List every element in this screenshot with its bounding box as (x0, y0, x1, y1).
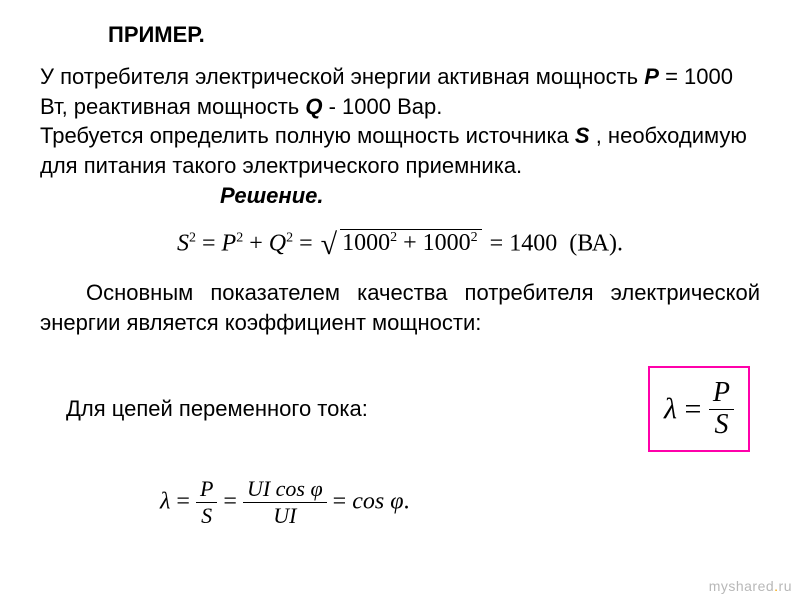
fraction-1: P S (196, 476, 217, 528)
result-value: 1400 (509, 231, 557, 257)
watermark-suf: ru (779, 578, 792, 594)
solution-heading: Решение. (220, 181, 324, 211)
result-unit: (ВА) (569, 231, 617, 257)
row-lambda: Для цепей переменного тока: λ = P S (40, 366, 760, 453)
op-eq: = (684, 392, 708, 425)
equation-apparent-power: S2 = P2 + Q2 = √ 10002 + 10002 = 1400 (В… (40, 228, 760, 262)
text: Основным показателем качества потребител… (40, 280, 760, 335)
text: Требуется определить полную мощность ист… (40, 123, 575, 148)
slide-page: ПРИМЕР. У потребителя электрической энер… (0, 0, 800, 600)
sym-lambda: λ (160, 489, 170, 515)
op-eq: = (176, 489, 196, 515)
text: - 1000 Вар. (322, 94, 442, 119)
num: 1000 (342, 230, 390, 256)
op-eq: = (223, 489, 243, 515)
denominator: UI (243, 502, 327, 528)
sym-Q: Q (269, 231, 286, 257)
sup: 2 (471, 230, 478, 245)
op-plus: + (403, 230, 423, 256)
op-eq: = (490, 231, 510, 257)
sup: 2 (189, 231, 196, 246)
radicand: 10002 + 10002 (340, 229, 482, 257)
denominator: S (709, 409, 734, 441)
example-heading: ПРИМЕР. (108, 22, 760, 48)
ac-circuits-paragraph: Для цепей переменного тока: (40, 396, 648, 422)
op-eq: = (333, 489, 353, 515)
sqrt: √ 10002 + 10002 (321, 228, 482, 262)
cos-phi: cos φ (352, 489, 403, 515)
sup: 2 (286, 231, 293, 246)
sym-P: P (222, 231, 237, 257)
sym-S: S (177, 231, 189, 257)
op-eq: = (202, 231, 222, 257)
op-plus: + (249, 231, 269, 257)
boxed-formula-lambda: λ = P S (648, 366, 750, 453)
text: У потребителя электрической энергии акти… (40, 64, 644, 89)
watermark: myshared.ru (709, 578, 792, 594)
power-factor-paragraph: Основным показателем качества потребител… (40, 278, 760, 337)
sup: 2 (390, 230, 397, 245)
dot: . (404, 489, 410, 515)
fraction: P S (709, 378, 734, 441)
numerator: UI cos φ (243, 476, 327, 501)
symbol-S: S (575, 123, 590, 148)
num: 1000 (423, 230, 471, 256)
symbol-Q: Q (305, 94, 322, 119)
op-eq: = (299, 231, 319, 257)
sup: 2 (236, 231, 243, 246)
sym-lambda: λ (664, 392, 677, 425)
numerator: P (709, 378, 734, 409)
dot: . (617, 231, 623, 257)
equation-cos-phi: λ = P S = UI cos φ UI = cos φ. (160, 476, 760, 528)
problem-statement: У потребителя электрической энергии акти… (40, 62, 760, 210)
fraction-2: UI cos φ UI (243, 476, 327, 528)
numerator: P (196, 476, 217, 501)
denominator: S (196, 502, 217, 528)
symbol-P: Р (644, 64, 659, 89)
watermark-pre: myshared (709, 578, 774, 594)
radical-icon: √ (321, 228, 337, 262)
